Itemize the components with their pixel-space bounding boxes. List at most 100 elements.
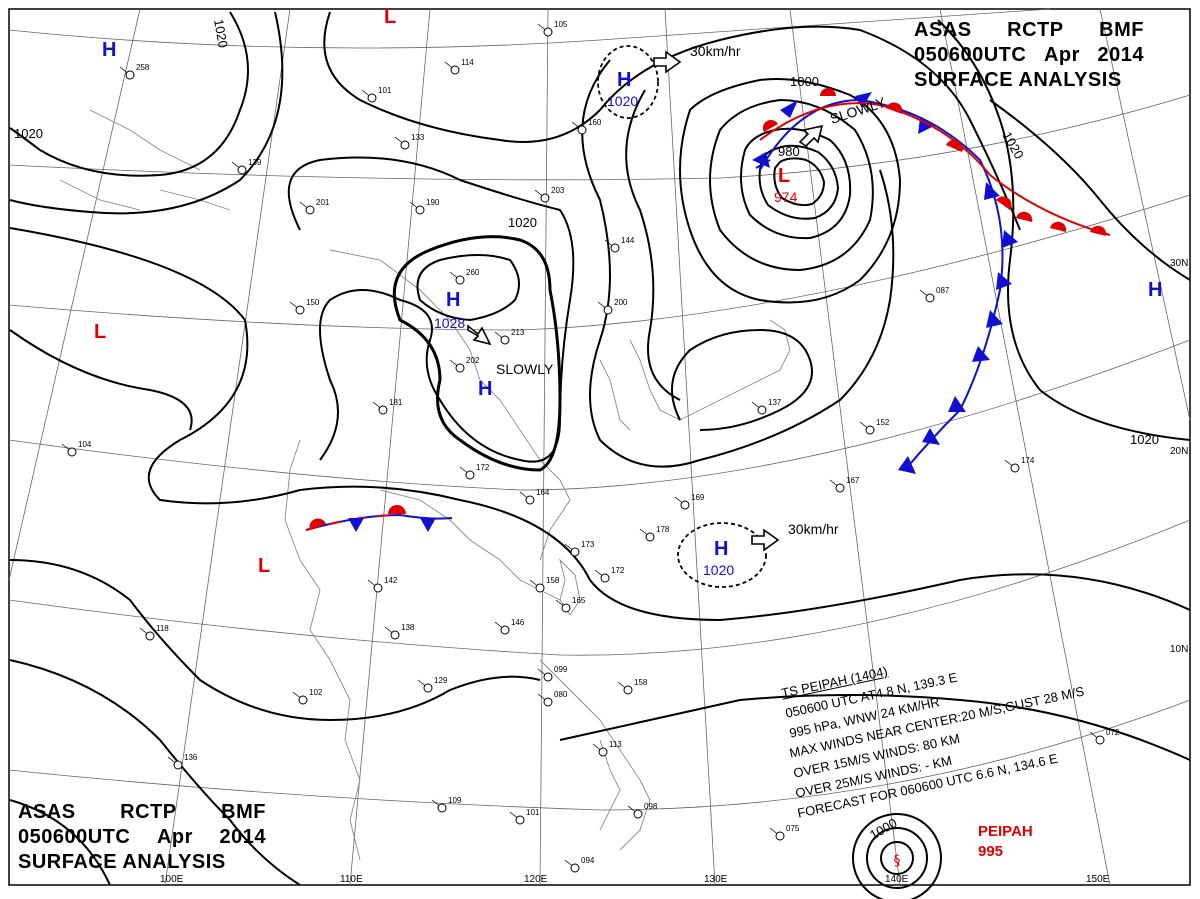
isobar-label: 1020 (1130, 432, 1159, 447)
lon-label: 100E (160, 874, 184, 885)
station-circle-icon (145, 631, 155, 641)
motion-speed: 30km/hr (690, 43, 741, 59)
station-circle-icon (535, 583, 545, 593)
station-pressure: 099 (554, 665, 568, 674)
station-pressure: 190 (426, 198, 440, 207)
station-circle-icon (423, 683, 433, 693)
station-plot: 072 (1089, 728, 1120, 745)
station-circle-icon (67, 447, 77, 457)
station-pressure: 172 (476, 463, 490, 472)
station-plot: 109 (431, 796, 462, 813)
moving-high-outlines (597, 45, 767, 588)
station-plot: 201 (299, 198, 330, 215)
station-circle-icon (1095, 735, 1105, 745)
station-circle-icon (600, 573, 610, 583)
lon-label: 130E (704, 874, 728, 885)
storm-label: PEIPAH 995 (978, 822, 1033, 862)
low-center: L (258, 555, 270, 577)
station-circle-icon (561, 603, 571, 613)
station-plot: 213 (494, 328, 525, 345)
isobar-label: 1020 (211, 18, 231, 49)
station-plot: 146 (494, 618, 525, 635)
station-plot: 138 (384, 623, 415, 640)
chart-header-bottom: ASAS RCTP BMF 050600UTC Apr 2014 SURFACE ANA… (18, 800, 266, 875)
station-pressure: 164 (536, 488, 550, 497)
station-circle-icon (1010, 463, 1020, 473)
high-center: H (102, 39, 116, 61)
map-frame (8, 8, 1191, 886)
station-circle-icon (540, 193, 550, 203)
station-circle-icon (645, 532, 655, 542)
station-pressure: 104 (78, 440, 92, 449)
station-pressure: 102 (309, 688, 323, 697)
header-year: 2014 (1097, 44, 1144, 66)
lat-label: 30N (1170, 258, 1188, 269)
lon-label: 150E (1086, 874, 1110, 885)
arrow-icon (798, 124, 824, 148)
station-circle-icon (125, 70, 135, 80)
station-pressure: 260 (466, 268, 480, 277)
station-plot: 137 (751, 398, 782, 415)
station-plots: 258 105 114 101 133 139 190 201 260 213 202 181 172 1… (61, 20, 1120, 873)
cold-front-main (752, 92, 1018, 474)
isobar-label: 1020 (14, 126, 43, 141)
motion-slowly: SLOWLY (496, 361, 554, 377)
motion-speed: 30km/hr (788, 521, 839, 537)
station-circle-icon (400, 140, 410, 150)
isobars (9, 11, 1191, 886)
station-circle-icon (543, 27, 553, 37)
station-plot: 202 (449, 356, 480, 373)
station-circle-icon (390, 630, 400, 640)
station-plot: 200 (597, 298, 628, 315)
station-plot: 104 (61, 440, 92, 457)
station-circle-icon (543, 697, 553, 707)
station-pressure: 098 (644, 802, 658, 811)
station-circle-icon (525, 495, 535, 505)
lat-label: 20N (1170, 446, 1188, 457)
station-pressure: 158 (634, 678, 648, 687)
station-plot: 164 (519, 488, 550, 505)
isobar-label: 980 (778, 144, 800, 159)
station-circle-icon (610, 243, 620, 253)
lon-label: 120E (524, 874, 548, 885)
high-center: H (714, 538, 728, 560)
high-center: H (446, 289, 460, 311)
station-pressure: 080 (554, 690, 568, 699)
station-pressure: 094 (581, 856, 595, 865)
stationary-front (305, 505, 453, 532)
station-circle-icon (603, 305, 613, 315)
station-pressure: 201 (316, 198, 330, 207)
station-pressure: 072 (1106, 728, 1120, 737)
station-plot: 190 (409, 198, 440, 215)
header-agency: ASAS (914, 19, 972, 41)
station-plot: 101 (509, 808, 540, 825)
station-circle-icon (450, 65, 460, 75)
station-plot: 136 (167, 753, 198, 770)
station-circle-icon (598, 747, 608, 757)
chart-header-top: ASAS RCTP BMF 050600UTC Apr 2014 SURFACE ANA… (914, 18, 1144, 93)
lon-label: 110E (340, 874, 363, 885)
station-plot: 158 (617, 678, 648, 695)
movement-arrows (467, 50, 824, 552)
station-plot: 172 (594, 566, 625, 583)
station-circle-icon (515, 815, 525, 825)
storm-info-box: TS PEIPAH (1404) 050600 UTC AT4.8 N, 139… (780, 660, 1200, 821)
high-center: H (478, 378, 492, 400)
station-pressure: 137 (768, 398, 782, 407)
station-circle-icon (757, 405, 767, 415)
station-pressure: 075 (786, 824, 800, 833)
station-pressure: 146 (511, 618, 525, 627)
station-plot: 142 (367, 576, 398, 593)
station-plot: 087 (919, 286, 950, 303)
station-circle-icon (623, 685, 633, 695)
station-pressure: 152 (876, 418, 890, 427)
station-plot: 129 (417, 676, 448, 693)
station-pressure: 167 (846, 476, 860, 485)
station-plot: 075 (769, 824, 800, 841)
station-circle-icon (437, 803, 447, 813)
station-circle-icon (295, 305, 305, 315)
low-pressure-value: 974 (774, 189, 798, 205)
station-plot: 203 (534, 186, 565, 203)
header-time: 050600UTC (914, 44, 1027, 66)
